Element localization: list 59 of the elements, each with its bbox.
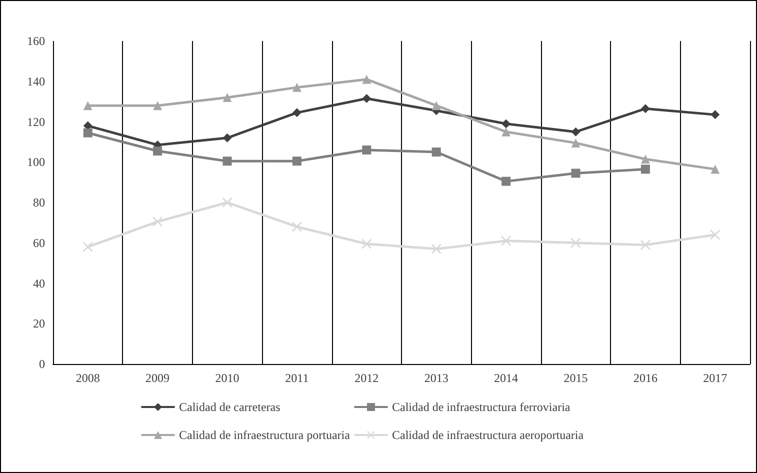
point: [153, 101, 162, 110]
x-tick-label: 2008: [76, 371, 100, 385]
x-tick-label: 2010: [215, 371, 240, 385]
point: [222, 133, 232, 142]
point: [362, 94, 372, 104]
y-tick-label: 40: [33, 276, 45, 290]
y-tick-label: 80: [33, 196, 45, 210]
point: [292, 108, 302, 118]
legend-label: Calidad de infraestructura portuaria: [179, 428, 351, 442]
point: [710, 164, 720, 174]
y-tick-label: 160: [27, 34, 45, 48]
point: [501, 236, 512, 246]
x-tick-label: 2017: [703, 371, 728, 385]
point: [640, 240, 650, 250]
y-tick-label: 100: [27, 155, 45, 170]
point: [222, 198, 232, 208]
point: [83, 128, 92, 138]
point: [222, 93, 232, 102]
y-tick-label: 60: [33, 236, 45, 250]
x-tick-label: 2016: [633, 371, 658, 385]
point: [362, 238, 372, 249]
point: [292, 82, 302, 92]
point: [83, 101, 92, 110]
point: [640, 104, 650, 114]
point: [640, 154, 650, 164]
point: [292, 156, 302, 166]
point: [153, 146, 162, 156]
point: [82, 242, 93, 252]
point: [502, 127, 511, 136]
legend-label: Calidad de infraestructura ferroviaria: [392, 400, 571, 414]
x-tick-label: 2015: [564, 371, 588, 385]
point: [432, 101, 441, 110]
x-tick-label: 2013: [424, 371, 448, 385]
y-tick-label: 120: [27, 114, 45, 129]
point: [571, 138, 580, 148]
point: [432, 148, 441, 157]
point: [570, 238, 581, 248]
point: [362, 146, 372, 155]
point: [362, 74, 372, 84]
x-tick-label: 2014: [494, 371, 518, 385]
legend-label: Calidad de carreteras: [179, 400, 281, 414]
point: [502, 119, 511, 128]
legend-label: Calidad de infraestructura aeroportuaria: [392, 428, 584, 442]
point: [152, 216, 163, 227]
point: [292, 222, 302, 232]
x-tick-label: 2012: [354, 371, 379, 385]
y-tick-label: 20: [33, 316, 45, 331]
point: [571, 127, 580, 136]
x-tick-label: 2011: [285, 371, 309, 385]
point: [431, 244, 442, 254]
x-tick-label: 2009: [146, 371, 170, 385]
point: [710, 110, 720, 120]
point: [571, 168, 580, 178]
point: [502, 176, 511, 186]
point: [710, 230, 720, 240]
y-tick-label: 140: [27, 74, 45, 88]
point: [640, 164, 650, 174]
y-tick-label: 0: [39, 357, 45, 371]
point: [222, 156, 232, 166]
